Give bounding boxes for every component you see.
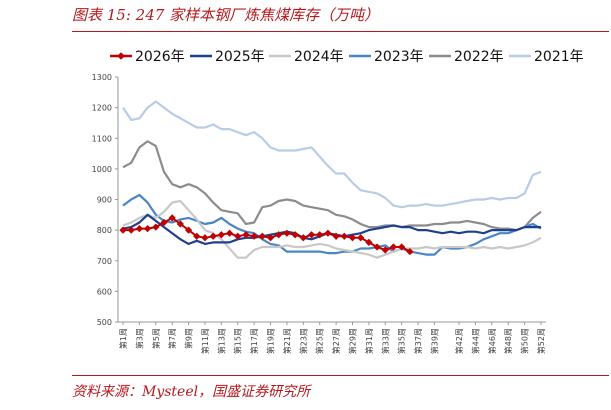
x-tick-label: 第13周 bbox=[216, 328, 226, 354]
x-tick-label: 第35周 bbox=[397, 328, 407, 354]
data-point bbox=[291, 231, 299, 239]
y-tick-label: 700 bbox=[97, 257, 112, 266]
x-tick-label: 第5周 bbox=[151, 328, 161, 349]
x-tick-label: 第19周 bbox=[266, 328, 276, 354]
data-point bbox=[250, 232, 258, 240]
data-point bbox=[160, 218, 168, 227]
data-point bbox=[242, 231, 250, 239]
x-tick-label: 第17周 bbox=[249, 328, 259, 354]
y-tick-label: 900 bbox=[97, 196, 112, 205]
data-point bbox=[357, 234, 365, 242]
x-tick-label: 第39周 bbox=[429, 328, 439, 354]
data-point bbox=[324, 229, 332, 237]
x-tick-label: 第7周 bbox=[167, 328, 177, 349]
source-divider bbox=[72, 375, 609, 376]
y-tick-label: 1300 bbox=[92, 73, 112, 82]
chart-title: 图表 15: 247 家样本钢厂炼焦煤库存（万吨） bbox=[72, 6, 380, 24]
data-point bbox=[143, 224, 152, 233]
y-tick-label: 800 bbox=[97, 226, 112, 235]
data-point bbox=[381, 246, 389, 254]
x-tick-label: 第25周 bbox=[315, 328, 325, 354]
data-point bbox=[184, 226, 193, 234]
data-point bbox=[283, 229, 291, 237]
data-point bbox=[275, 231, 283, 239]
x-tick-label: 第50周 bbox=[520, 328, 530, 354]
data-point bbox=[348, 234, 357, 242]
x-tick-label: 第31周 bbox=[364, 328, 374, 354]
data-point bbox=[340, 232, 348, 240]
data-point bbox=[299, 234, 307, 242]
series-lines bbox=[122, 100, 542, 259]
x-tick-label: 第42周 bbox=[454, 328, 464, 354]
data-point bbox=[176, 220, 184, 228]
data-point bbox=[217, 231, 225, 239]
legend-label: 2021年 bbox=[534, 49, 584, 65]
data-point bbox=[266, 234, 275, 242]
data-point bbox=[135, 224, 143, 233]
x-tick-label: 第33周 bbox=[380, 328, 390, 354]
data-point bbox=[316, 231, 324, 239]
series-line-2023年 bbox=[122, 193, 542, 256]
legend-label: 2025年 bbox=[215, 49, 265, 65]
x-tick-label: 第44周 bbox=[470, 328, 480, 354]
x-tick-label: 第3周 bbox=[134, 328, 144, 349]
data-point bbox=[389, 243, 398, 251]
x-tick-label: 第23周 bbox=[298, 328, 308, 354]
legend-item: 2021年 bbox=[509, 49, 584, 65]
data-point bbox=[365, 238, 373, 246]
data-point bbox=[398, 243, 406, 251]
legend-label: 2024年 bbox=[294, 49, 344, 65]
x-tick-label: 第1周 bbox=[118, 328, 128, 349]
data-point bbox=[168, 214, 176, 222]
data-point bbox=[152, 223, 160, 231]
series-line-2021年 bbox=[122, 100, 542, 209]
x-tick-label: 第52周 bbox=[536, 328, 546, 354]
data-point bbox=[307, 231, 316, 239]
data-point bbox=[225, 229, 234, 237]
data-point bbox=[127, 226, 135, 234]
series-markers bbox=[119, 214, 414, 256]
x-axis: 第1周 第3周 第5周 第7周 第9周 第11周 第13周 第15周 第17周 第19周 第21周第… bbox=[118, 321, 546, 354]
x-tick-label: 第15周 bbox=[233, 328, 243, 354]
x-tick-label: 第27周 bbox=[331, 328, 341, 354]
x-tick-label: 第21周 bbox=[282, 328, 292, 354]
data-point bbox=[201, 234, 209, 242]
legend-label: 2023年 bbox=[374, 49, 424, 65]
title-divider bbox=[72, 31, 609, 32]
data-point bbox=[234, 232, 242, 240]
y-tick-label: 1100 bbox=[92, 134, 112, 143]
x-tick-label: 第9周 bbox=[184, 328, 194, 349]
legend-marker bbox=[117, 52, 125, 60]
x-tick-label: 第29周 bbox=[347, 328, 357, 354]
y-tick-label: 1200 bbox=[92, 104, 112, 113]
source-note: 资料来源：Mysteel，国盛证券研究所 bbox=[72, 384, 311, 400]
data-point bbox=[406, 247, 414, 256]
legend-item: 2024年 bbox=[269, 49, 344, 65]
legend-item: 2025年 bbox=[190, 49, 265, 65]
y-tick-label: 600 bbox=[97, 287, 112, 296]
data-point bbox=[332, 232, 340, 240]
y-axis: 500 600 700 800 900 1000 1100 1200 1300 bbox=[92, 73, 119, 327]
legend-item: 2022年 bbox=[429, 49, 504, 65]
x-tick-label: 第46周 bbox=[487, 328, 497, 354]
data-point bbox=[193, 232, 201, 240]
legend-label: 2022年 bbox=[454, 49, 504, 65]
series-line-2024年 bbox=[122, 199, 542, 259]
data-point bbox=[209, 232, 217, 240]
x-tick-label: 第48周 bbox=[503, 328, 513, 354]
x-tick-label: 第37周 bbox=[413, 328, 423, 354]
data-point bbox=[258, 232, 266, 240]
legend-item: 2023年 bbox=[349, 49, 424, 65]
data-point bbox=[119, 226, 127, 234]
y-tick-label: 1000 bbox=[92, 165, 112, 174]
legend-item: 2026年 bbox=[110, 49, 185, 65]
series-line-2022年 bbox=[122, 140, 542, 232]
chart-legend: 2026年 2025年 2024年 2023年 2022年 2021年 bbox=[110, 49, 584, 65]
y-tick-label: 500 bbox=[97, 318, 112, 327]
x-tick-label: 第11周 bbox=[200, 328, 210, 354]
data-point bbox=[373, 243, 381, 251]
legend-label: 2026年 bbox=[135, 49, 185, 65]
